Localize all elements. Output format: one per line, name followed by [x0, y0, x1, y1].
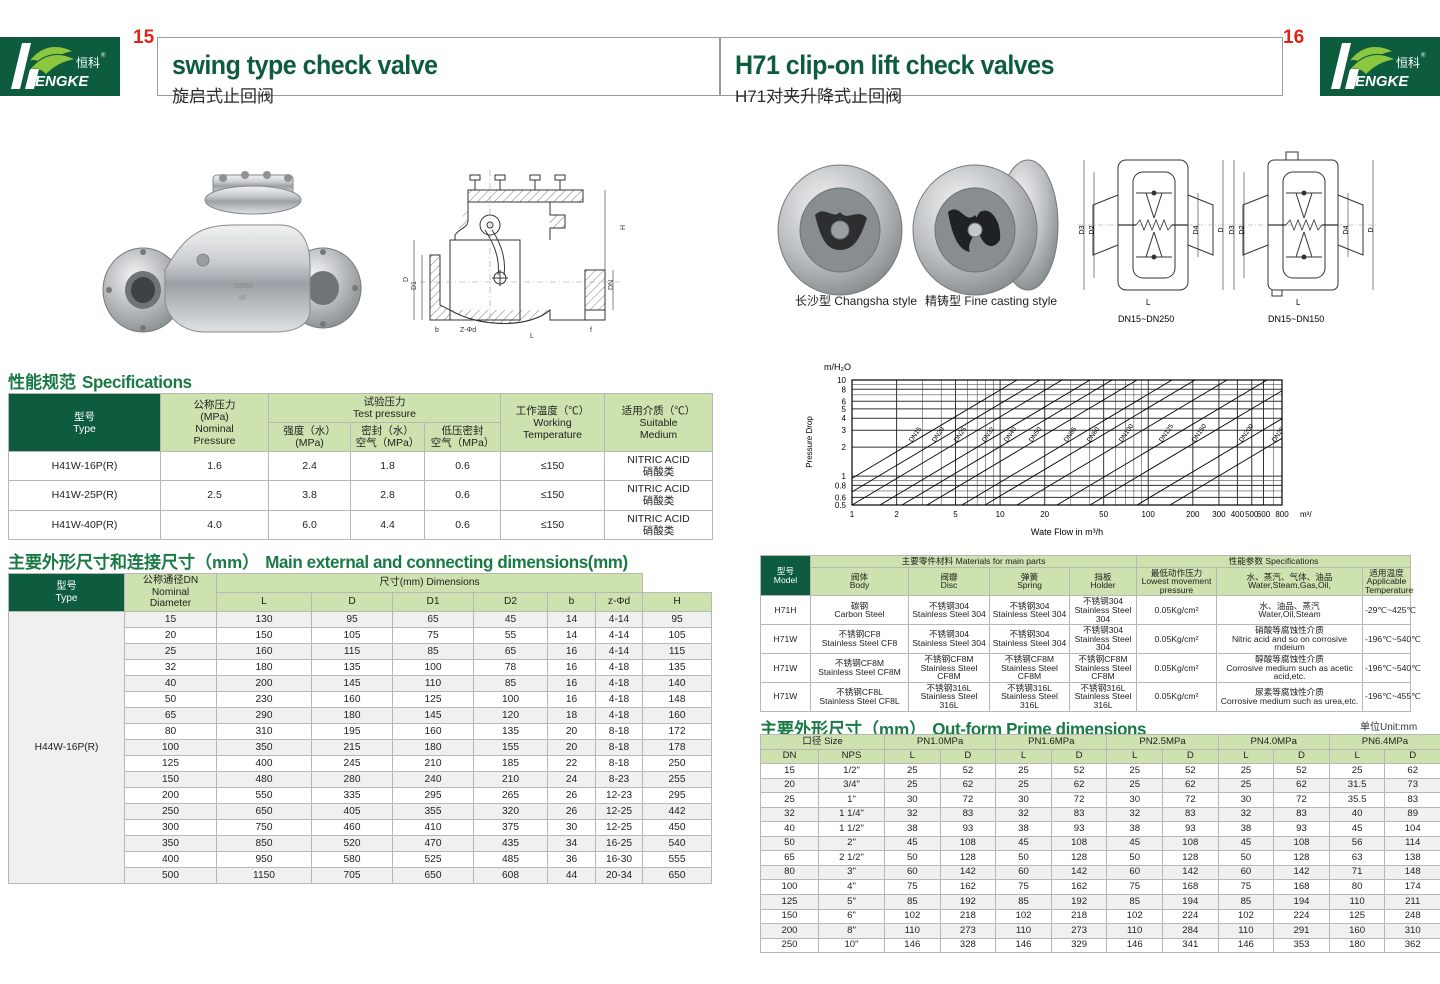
svg-text:8: 8: [842, 385, 847, 394]
svg-text:1: 1: [842, 472, 847, 481]
svg-text:300: 300: [1212, 510, 1226, 519]
svg-text:f: f: [590, 327, 592, 334]
svg-text:0.8: 0.8: [835, 481, 847, 490]
svg-text:2: 2: [842, 443, 847, 452]
svg-text:DN15: DN15: [908, 426, 923, 444]
svg-text:DN15~DN250: DN15~DN250: [1118, 314, 1174, 324]
svg-text:恒科: 恒科: [76, 56, 100, 70]
svg-text:20: 20: [1040, 510, 1049, 519]
svg-text:L: L: [1146, 298, 1151, 307]
svg-text:0.6: 0.6: [835, 493, 847, 502]
svg-text:DN200: DN200: [1238, 423, 1256, 444]
svg-text:400: 400: [1231, 510, 1245, 519]
svg-text:DN65: DN65: [235, 283, 253, 290]
svg-text:6: 6: [842, 397, 847, 406]
svg-text:100: 100: [1142, 510, 1156, 519]
svg-text:ENGKE: ENGKE: [1355, 73, 1409, 89]
svg-text:DN20: DN20: [931, 426, 946, 444]
svg-text:D3: D3: [1079, 225, 1086, 234]
svg-text:Wate Flow in m³/h: Wate Flow in m³/h: [1031, 527, 1103, 537]
svg-text:600: 600: [1257, 510, 1271, 519]
svg-text:Z-Φd: Z-Φd: [460, 327, 476, 334]
svg-text:恒科: 恒科: [1396, 56, 1420, 70]
svg-text:D: D: [403, 277, 410, 282]
svg-text:D4: D4: [1343, 225, 1350, 234]
svg-text:®: ®: [1421, 52, 1426, 59]
svg-text:D: D: [1368, 227, 1375, 232]
svg-text:ENGKE: ENGKE: [35, 73, 89, 89]
svg-text:D2: D2: [1089, 225, 1096, 234]
svg-text:DN100: DN100: [1118, 423, 1136, 444]
svg-text:DN80: DN80: [1086, 426, 1101, 444]
svg-text:DN125: DN125: [1158, 423, 1176, 444]
svg-text:5: 5: [953, 510, 958, 519]
svg-text:DN32: DN32: [981, 426, 996, 444]
svg-text:L: L: [1296, 298, 1301, 307]
svg-text:D1: D1: [411, 281, 418, 290]
svg-text:10: 10: [837, 376, 846, 385]
svg-text:DN: DN: [608, 280, 615, 290]
svg-text:L: L: [530, 333, 534, 340]
svg-text:16: 16: [238, 295, 246, 302]
svg-text:b: b: [435, 327, 439, 334]
svg-text:DN150: DN150: [1191, 423, 1209, 444]
svg-text:200: 200: [1186, 510, 1200, 519]
svg-text:DN40: DN40: [1003, 426, 1018, 444]
svg-text:D: D: [1218, 227, 1225, 232]
svg-text:D2: D2: [1239, 225, 1246, 234]
svg-text:精铸型 Fine casting style: 精铸型 Fine casting style: [925, 293, 1057, 308]
svg-text:长沙型 Changsha style: 长沙型 Changsha style: [795, 294, 917, 308]
svg-text:800: 800: [1275, 510, 1289, 519]
svg-text:H: H: [620, 225, 627, 230]
svg-text:3: 3: [842, 426, 847, 435]
svg-text:50: 50: [1099, 510, 1108, 519]
svg-text:Pressure Drop: Pressure Drop: [805, 416, 814, 468]
svg-text:DN15~DN150: DN15~DN150: [1268, 314, 1324, 324]
svg-text:10: 10: [996, 510, 1005, 519]
svg-text:D4: D4: [1193, 225, 1200, 234]
svg-text:1: 1: [850, 510, 855, 519]
svg-text:®: ®: [101, 52, 106, 59]
svg-text:2: 2: [894, 510, 899, 519]
svg-text:4: 4: [842, 414, 847, 423]
svg-text:m/H₂O: m/H₂O: [824, 362, 851, 372]
svg-text:m³/h: m³/h: [1300, 510, 1312, 519]
svg-text:D3: D3: [1229, 225, 1236, 234]
